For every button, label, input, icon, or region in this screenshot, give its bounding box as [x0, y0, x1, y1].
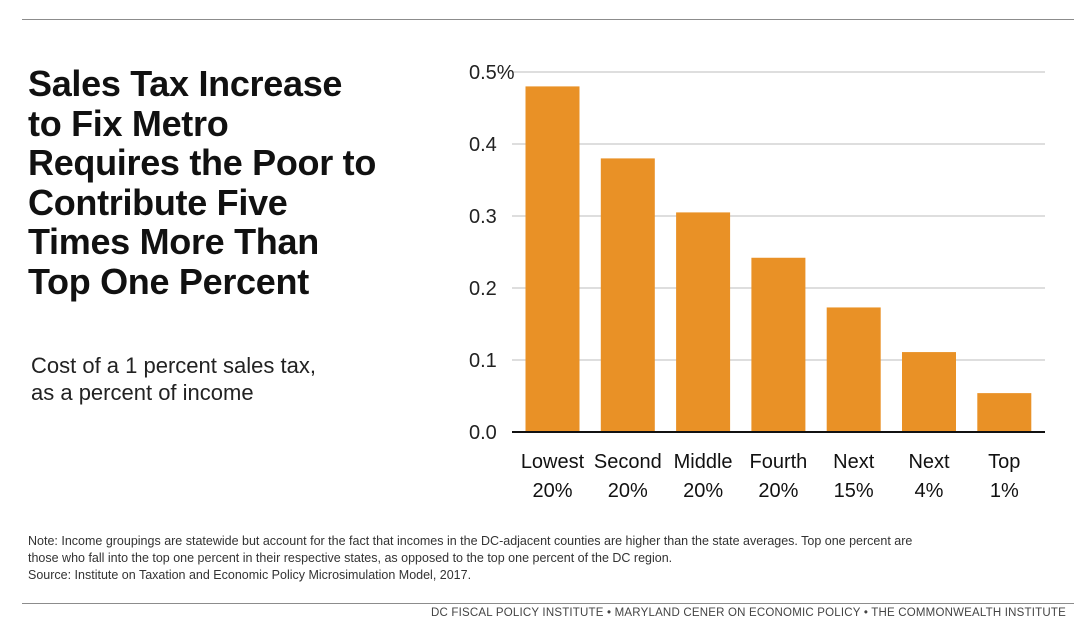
- y-tick-label: 0.2: [469, 278, 497, 300]
- x-category-label: Second: [594, 451, 662, 473]
- footnote: Note: Income groupings are statewide but…: [28, 533, 1048, 584]
- y-tick-label: 0.0: [469, 422, 497, 444]
- bar: [525, 86, 580, 433]
- x-category-label: Next: [833, 451, 875, 473]
- x-category-label: 20%: [608, 480, 648, 502]
- headline-line: Requires the Poor to: [28, 142, 377, 183]
- headline-line: Top One Percent: [28, 260, 309, 302]
- note-line: those who fall into the top one percent …: [28, 551, 673, 565]
- x-category-label: Middle: [674, 451, 733, 473]
- note-line: Note: Income groupings are statewide but…: [28, 534, 913, 548]
- bar: [676, 212, 731, 432]
- bar: [977, 393, 1032, 432]
- subtitle-line: as a percent of income: [31, 380, 254, 405]
- bar: [826, 307, 881, 432]
- headline: Sales Tax Increase to Fix Metro Requires…: [28, 64, 428, 301]
- bottom-divider: [22, 603, 1074, 604]
- y-tick-label: 0.1: [469, 350, 497, 372]
- subtitle-line: Cost of a 1 percent sales tax,: [31, 353, 316, 378]
- x-category-label: 15%: [834, 480, 874, 502]
- y-tick-label: 0.5%: [469, 62, 515, 84]
- chart-subtitle: Cost of a 1 percent sales tax, as a perc…: [31, 352, 411, 406]
- x-category-label: 20%: [758, 480, 798, 502]
- x-category-label: 4%: [915, 480, 944, 502]
- x-category-label: 20%: [683, 480, 723, 502]
- y-tick-label: 0.3: [469, 206, 497, 228]
- headline-line: Contribute Five: [28, 181, 288, 223]
- x-category-label: Next: [908, 451, 950, 473]
- top-divider: [22, 19, 1074, 20]
- bar: [902, 352, 956, 432]
- footer-credits: DC FISCAL POLICY INSTITUTE • MARYLAND CE…: [431, 607, 1066, 619]
- bar: [600, 158, 655, 432]
- x-category-label: Fourth: [749, 451, 807, 473]
- x-category-label: 20%: [532, 480, 572, 502]
- x-category-label: Lowest: [521, 451, 585, 473]
- headline-line: Sales Tax Increase: [28, 63, 343, 104]
- bar: [751, 257, 806, 432]
- headline-line: Times More Than: [28, 221, 319, 262]
- x-category-label: Top: [988, 451, 1020, 473]
- headline-line: to Fix Metro: [28, 102, 229, 144]
- source-line: Source: Institute on Taxation and Econom…: [28, 568, 472, 582]
- x-category-label: 1%: [990, 480, 1019, 502]
- y-tick-label: 0.4: [469, 134, 497, 156]
